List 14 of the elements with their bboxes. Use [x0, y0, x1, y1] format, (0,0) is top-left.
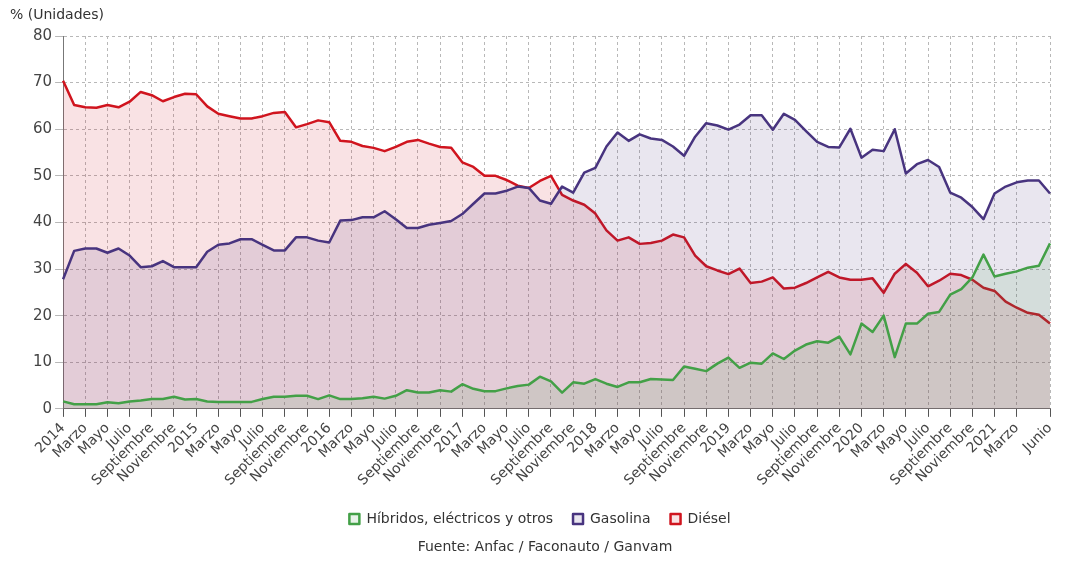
y-tick-label: 10 — [32, 352, 53, 371]
legend-label: Diésel — [687, 509, 731, 526]
y-tick-label: 20 — [32, 305, 53, 324]
source-note: Fuente: Anfac / Faconauto / Ganvam — [416, 538, 674, 554]
y-tick-label: 70 — [32, 72, 53, 91]
legend-label: Híbridos, eléctricos y otros — [366, 509, 554, 526]
y-axis-title: % (Unidades) — [10, 6, 104, 22]
y-tick-label: 80 — [32, 25, 53, 44]
y-tick-label: 50 — [32, 165, 53, 184]
y-tick-label: 30 — [32, 258, 53, 277]
y-tick-label: 60 — [32, 119, 53, 138]
y-tick-label: 40 — [32, 212, 53, 231]
legend-label: Gasolina — [590, 509, 651, 526]
y-tick-label: 0 — [42, 398, 53, 417]
